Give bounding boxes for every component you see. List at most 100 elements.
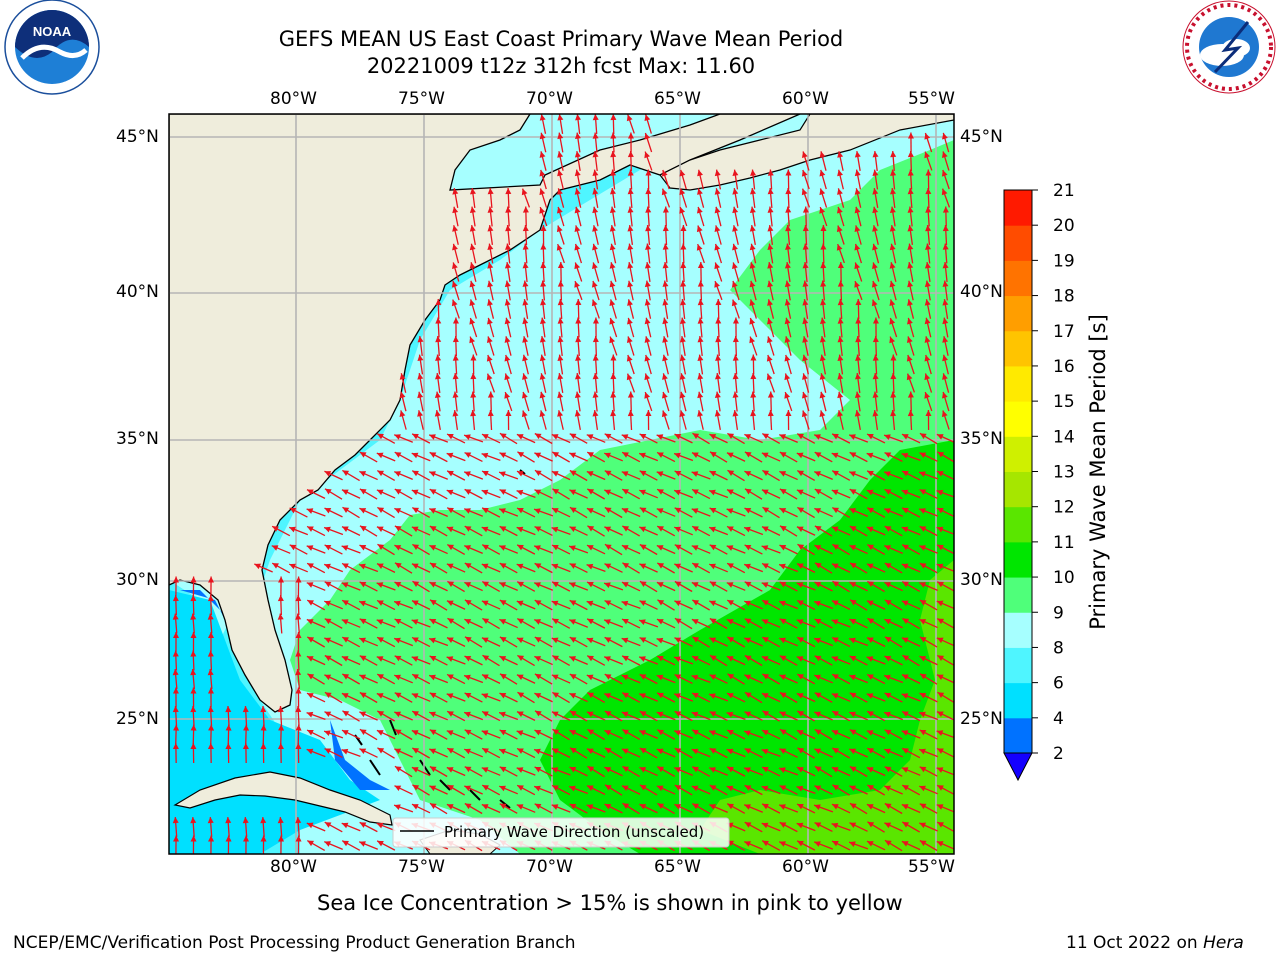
- wave-arrow-head: [866, 841, 874, 847]
- wave-arrow-head: [849, 434, 856, 440]
- wave-arrow-head: [586, 674, 594, 681]
- wave-arrow-head: [802, 280, 809, 287]
- wave-arrow-head: [692, 433, 700, 439]
- wave-arrow-head: [906, 336, 913, 344]
- wave-arrow-head: [190, 669, 197, 676]
- wave-arrow-head: [849, 692, 857, 699]
- wave-arrow-head: [551, 434, 559, 440]
- wave-arrow-head: [377, 433, 384, 440]
- wave-arrow-head: [464, 545, 471, 551]
- wave-arrow-head: [394, 452, 402, 458]
- wave-arrow-head: [626, 355, 633, 362]
- wave-arrow-head: [919, 766, 927, 773]
- wave-arrow-head: [714, 206, 721, 214]
- wave-arrow-head: [732, 206, 739, 214]
- colorbar-tick-label: 11: [1053, 533, 1075, 553]
- wave-arrow-head: [621, 545, 629, 551]
- wave-arrow-head: [691, 471, 699, 477]
- colorbar-tick-label: 18: [1053, 287, 1075, 307]
- wave-arrow-head: [784, 354, 791, 362]
- wave-arrow-head: [762, 526, 769, 532]
- wave-arrow-head: [277, 743, 284, 750]
- wave-arrow-head: [657, 766, 664, 773]
- lat-label-left-35n: 35°N: [116, 429, 159, 449]
- wave-arrow-head: [173, 724, 180, 731]
- wave-arrow-head: [622, 692, 629, 699]
- wave-arrow-head: [429, 471, 436, 477]
- wave-arrow-head: [732, 354, 739, 361]
- wave-arrow-head: [925, 169, 932, 176]
- wave-arrow-head: [482, 581, 489, 588]
- wave-arrow-head: [464, 452, 472, 458]
- wave-arrow-head: [639, 693, 646, 699]
- wave-arrow-head: [832, 581, 840, 587]
- wave-arrow-head: [376, 730, 384, 736]
- wave-arrow-head: [855, 336, 862, 343]
- wave-arrow-head: [505, 243, 511, 250]
- wave-arrow-head: [837, 188, 843, 195]
- wave-arrow-head: [324, 508, 332, 514]
- wave-arrow-head: [691, 748, 699, 755]
- wave-arrow-head: [622, 803, 630, 809]
- wave-arrow-head: [324, 471, 332, 477]
- wave-arrow-head: [324, 544, 332, 551]
- wave-arrow-head: [744, 730, 751, 736]
- wave-arrow-head: [714, 391, 721, 399]
- wave-arrow-head: [517, 655, 525, 662]
- wave-arrow-head: [324, 581, 332, 588]
- wave-arrow-head: [487, 243, 494, 251]
- wave-arrow-head: [674, 730, 681, 736]
- wave-arrow-head: [890, 354, 897, 361]
- wave-arrow-head: [452, 373, 459, 380]
- land-us: [169, 114, 801, 713]
- wave-arrow-head: [902, 655, 910, 661]
- wave-arrow-head: [504, 392, 511, 399]
- wave-arrow-head: [592, 373, 599, 380]
- wave-arrow-head: [937, 618, 944, 625]
- wave-arrow-head: [744, 488, 752, 495]
- wave-arrow-head: [639, 637, 647, 643]
- wave-arrow-head: [446, 693, 454, 699]
- wave-arrow-head: [464, 748, 471, 755]
- wave-arrow-head: [522, 336, 529, 343]
- wave-arrow-head: [779, 488, 787, 495]
- wave-arrow-head: [779, 545, 787, 551]
- wave-arrow-head: [767, 391, 774, 398]
- figure-subtitle: 20221009 t12z 312h fcst Max: 11.60: [366, 54, 756, 78]
- wave-arrow-head: [726, 508, 734, 514]
- wave-arrow-head: [504, 336, 511, 343]
- wave-arrow-head: [341, 693, 349, 699]
- wave-arrow-head: [639, 656, 646, 662]
- wave-arrow-head: [709, 563, 716, 570]
- wave-arrow-head: [820, 299, 827, 306]
- wave-arrow-head: [902, 711, 909, 717]
- wave-arrow-head: [836, 225, 843, 233]
- wave-arrow-head: [464, 526, 472, 532]
- wave-arrow-head: [610, 373, 617, 380]
- wave-arrow-head: [871, 280, 878, 288]
- wave-arrow-head: [464, 489, 472, 495]
- wave-arrow-head: [784, 373, 791, 381]
- colorbar-bin: [1004, 436, 1032, 472]
- wave-arrow-head: [779, 600, 786, 607]
- wave-arrow-head: [522, 354, 528, 362]
- wave-arrow-head: [924, 336, 931, 343]
- wave-arrow-head: [359, 600, 366, 607]
- wave-arrow-head: [814, 655, 822, 662]
- wave-arrow-head: [644, 262, 651, 269]
- wave-arrow-head: [849, 545, 857, 551]
- wave-arrow-head: [586, 434, 594, 440]
- wave-arrow-head: [394, 711, 402, 718]
- wave-arrow-head: [295, 835, 302, 842]
- wave-arrow-head: [481, 434, 489, 440]
- wave-arrow-head: [341, 730, 349, 736]
- wave-arrow-head: [604, 711, 612, 717]
- wave-arrow-head: [499, 545, 506, 551]
- wave-arrow-head: [937, 711, 944, 717]
- wave-arrow-head: [534, 785, 541, 792]
- wave-arrow-head: [394, 545, 402, 551]
- wave-arrow-head: [482, 785, 489, 791]
- wave-arrow-head: [411, 656, 419, 662]
- wave-arrow-head: [586, 637, 594, 644]
- wave-arrow-head: [697, 410, 704, 417]
